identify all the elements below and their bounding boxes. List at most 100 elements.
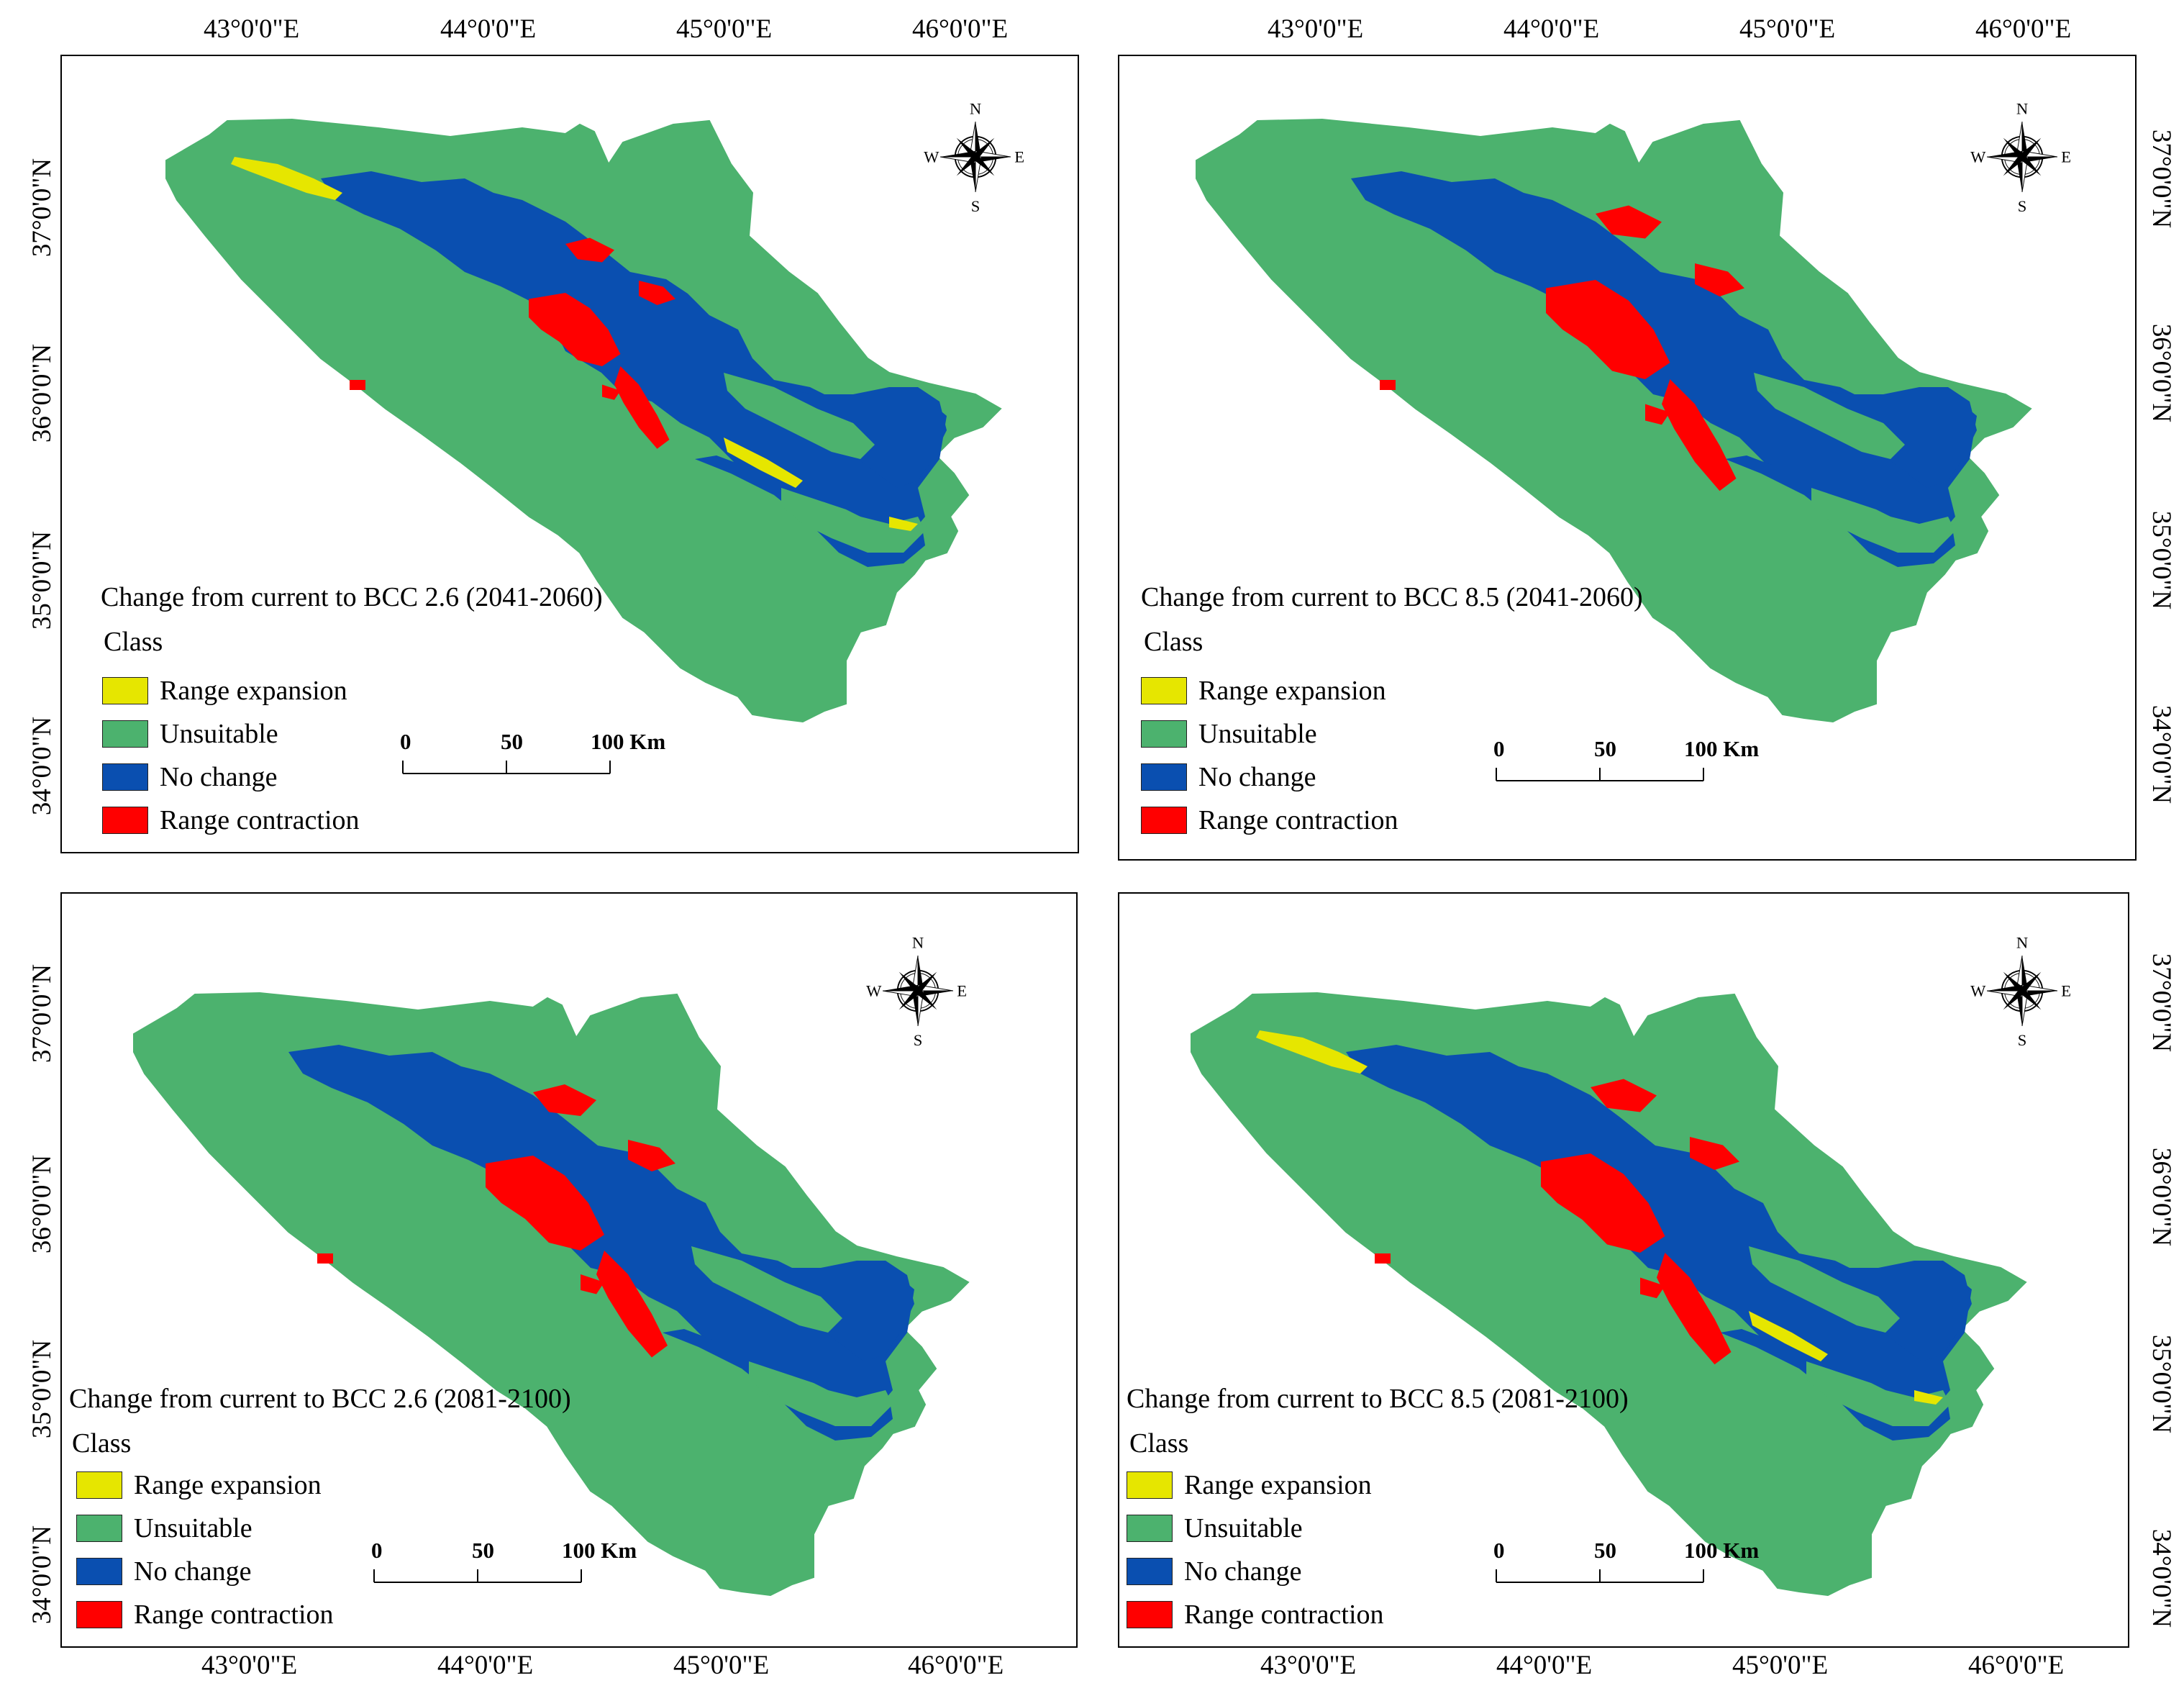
scale-bar-label: 50 (501, 729, 523, 754)
scale-bar-label: 0 (1493, 736, 1505, 761)
legend-label: No change (1198, 762, 1316, 792)
area-range-contraction (602, 384, 621, 400)
svg-text:W: W (924, 148, 939, 166)
area-unsuitable-inner (1806, 1361, 1950, 1426)
legend-swatch (76, 1515, 122, 1542)
area-range-contraction (1640, 1277, 1665, 1299)
x-label-bottom-right-3: 45°0'0"E (1732, 1651, 1829, 1680)
area-unsuitable-inner (691, 1246, 842, 1333)
legend-range-contraction: Range contraction (1127, 1599, 1384, 1630)
area-range-contraction (533, 1084, 596, 1116)
area-range-contraction (1695, 263, 1744, 296)
y-label-top-left-1: 37°0'0"N (27, 158, 58, 258)
legend-unsuitable: Unsuitable (102, 718, 278, 750)
region-unsuitable (1196, 118, 2032, 723)
scale-bar-label: 100 Km (1684, 1538, 1760, 1563)
study-area-map (1191, 992, 2027, 1597)
x-label-bottom-left-4: 46°0'0"E (908, 1651, 1004, 1680)
legend-swatch (1141, 807, 1187, 834)
legend-label: Range expansion (1198, 676, 1386, 706)
scale-bar-label: 50 (472, 1538, 494, 1563)
legend-unsuitable: Unsuitable (1141, 718, 1317, 750)
area-range-contraction (1645, 404, 1670, 425)
compass-rose-icon: N S E W (1970, 934, 2071, 1048)
x-label-top-left-3: 45°0'0"E (676, 14, 773, 44)
area-range-contraction (596, 1251, 668, 1358)
area-range-contraction (1690, 1137, 1739, 1170)
legend-label: Range expansion (134, 1470, 322, 1500)
legend-swatch (76, 1558, 122, 1585)
area-range-expansion (1256, 1030, 1368, 1074)
area-no-change (321, 171, 947, 538)
area-range-expansion (1914, 1390, 1943, 1405)
y-label-bottom-right-3: 35°0'0"N (2147, 1334, 2177, 1434)
area-range-contraction (565, 237, 614, 263)
svg-text:N: N (970, 100, 981, 118)
legend-no-change: No change (76, 1556, 252, 1587)
legend-range-expansion: Range expansion (1141, 675, 1386, 707)
legend-label: Range contraction (1198, 805, 1398, 835)
scale-bar-label: 0 (1493, 1538, 1505, 1563)
y-label-top-right-2: 36°0'0"N (2147, 323, 2177, 423)
map-panel-2: Change from current to BCC 8.5 (2041-206… (1118, 55, 2137, 861)
scale-bar-label: 0 (400, 729, 411, 754)
area-range-contraction (1596, 205, 1662, 239)
legend-no-change: No change (1127, 1556, 1302, 1587)
area-no-change (288, 1045, 914, 1412)
compass-rose-icon: N S E W (866, 934, 967, 1048)
legend-label: Range contraction (134, 1600, 334, 1630)
legend-swatch (1141, 763, 1187, 791)
x-label-bottom-left-1: 43°0'0"E (201, 1651, 298, 1680)
legend-swatch (1141, 720, 1187, 748)
map-panel-4: Change from current to BCC 8.5 (2081-210… (1118, 892, 2129, 1648)
panel-title: Change from current to BCC 2.6 (2081-210… (69, 1384, 571, 1414)
x-label-top-right-2: 44°0'0"E (1503, 14, 1600, 44)
map-panel-1: Change from current to BCC 2.6 (2041-206… (60, 55, 1079, 853)
area-range-contraction (1657, 1253, 1732, 1365)
svg-text:N: N (2016, 934, 2028, 952)
study-area-map (1196, 118, 2032, 723)
legend-range-contraction: Range contraction (1141, 804, 1398, 836)
y-label-bottom-left-1: 37°0'0"N (27, 963, 58, 1063)
scale-bar: 0 50 100 Km (1493, 1538, 1759, 1588)
x-label-top-left-4: 46°0'0"E (912, 14, 1009, 44)
legend-class-label: Class (104, 627, 163, 657)
svg-text:S: S (914, 1031, 923, 1048)
area-range-expansion (1749, 1311, 1828, 1361)
svg-text:N: N (2016, 100, 2028, 118)
x-label-top-left-2: 44°0'0"E (440, 14, 537, 44)
region-unsuitable (165, 118, 1002, 723)
legend-swatch (1127, 1471, 1173, 1499)
legend-swatch (76, 1601, 122, 1628)
x-label-bottom-left-3: 45°0'0"E (673, 1651, 770, 1680)
area-range-expansion (889, 517, 918, 531)
legend-swatch (1127, 1515, 1173, 1542)
svg-text:W: W (1970, 982, 1986, 1000)
scale-bar-line (1496, 768, 1704, 781)
area-range-expansion (724, 437, 803, 488)
legend-class-label: Class (1129, 1428, 1189, 1459)
scale-bar: 0 50 100 Km (1493, 736, 1759, 786)
panel-title: Change from current to BCC 8.5 (2081-210… (1127, 1384, 1629, 1414)
study-area-map (165, 118, 1002, 723)
legend-swatch (102, 763, 148, 791)
legend-label: Unsuitable (1198, 719, 1317, 749)
legend-label: Range contraction (1184, 1600, 1384, 1630)
region-unsuitable (133, 992, 970, 1597)
study-area-map (133, 992, 970, 1597)
x-label-top-right-3: 45°0'0"E (1739, 14, 1836, 44)
area-range-expansion (231, 157, 342, 200)
area-range-contraction (581, 1274, 604, 1294)
y-label-bottom-right-4: 34°0'0"N (2147, 1528, 2177, 1628)
svg-text:E: E (2061, 148, 2071, 166)
area-range-contraction (1375, 1253, 1391, 1264)
svg-text:S: S (2018, 1031, 2027, 1048)
area-unsuitable-inner (1811, 488, 1955, 553)
y-label-top-right-1: 37°0'0"N (2147, 129, 2177, 229)
area-unsuitable-inner (1749, 1246, 1900, 1333)
svg-text:E: E (2061, 982, 2071, 1000)
scale-bar-line (402, 761, 611, 774)
y-label-top-right-3: 35°0'0"N (2147, 510, 2177, 610)
area-range-contraction (639, 281, 675, 305)
area-range-contraction (1546, 280, 1670, 379)
